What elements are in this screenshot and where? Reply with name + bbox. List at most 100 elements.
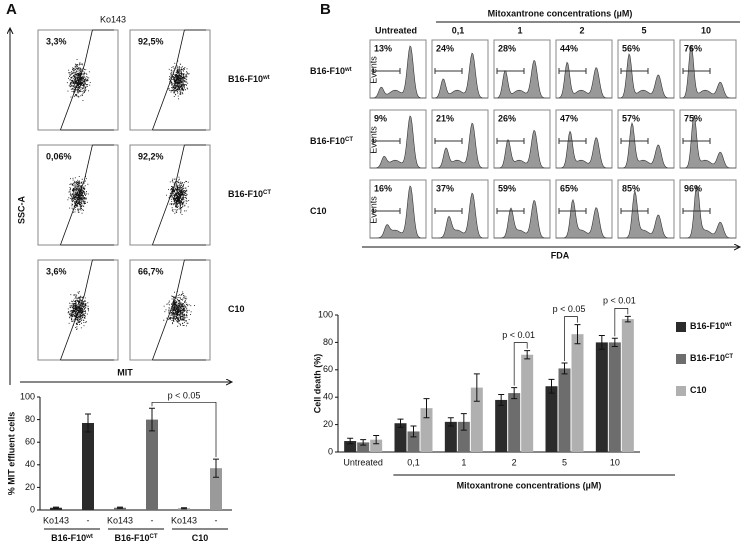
histogram	[370, 45, 426, 99]
bar	[444, 421, 457, 452]
histogram-gate	[620, 68, 649, 74]
error-bar	[373, 435, 380, 445]
significance-bracket	[614, 308, 629, 337]
inhibitor-label: Ko143	[100, 14, 126, 24]
y-tick-label: 80	[323, 337, 333, 347]
error-bar	[561, 362, 568, 375]
x-tick-label: 0,1	[407, 457, 420, 467]
column-label: 5	[641, 25, 646, 35]
legend-label-sup: wt	[724, 322, 732, 328]
error-bar	[117, 506, 123, 509]
legend-label: C10	[690, 385, 707, 395]
bar	[420, 408, 433, 452]
row-label-sup: wt	[344, 67, 352, 73]
legend-label: B16-F10wt	[690, 321, 732, 331]
x-tick-label: Ko143	[43, 515, 69, 525]
bar	[595, 342, 608, 452]
legend-label-text: C10	[690, 385, 707, 395]
x-tick-label: Ko143	[171, 515, 197, 525]
histogram	[618, 121, 674, 169]
group-label-text: B16-F10	[114, 533, 149, 543]
bar	[545, 386, 558, 452]
gate-percent: 16%	[374, 183, 392, 193]
column-label: 2	[579, 25, 584, 35]
panel-label: A	[6, 1, 17, 18]
column-label: 0,1	[452, 25, 465, 35]
error-bar	[548, 378, 555, 394]
histogram-gate	[434, 138, 463, 144]
gate-percent: 75%	[684, 113, 702, 123]
bar	[571, 334, 584, 452]
legend-label: B16-F10CT	[690, 353, 733, 363]
x-tick-label: -	[215, 515, 218, 525]
annotation: p < 0.05	[553, 304, 586, 314]
y-tick-label: 100	[318, 309, 333, 319]
group-label-sup: wt	[85, 534, 93, 540]
error-bar	[511, 387, 518, 400]
row-label-sup: CT	[263, 190, 271, 196]
y-tick-label: 60	[25, 437, 35, 447]
gate-percent: 76%	[684, 43, 702, 53]
error-bar	[524, 350, 531, 360]
histogram	[680, 185, 736, 239]
gate-percent: 13%	[374, 43, 392, 53]
x-axis-label: Mitoxantrone concentrations (µM)	[457, 480, 602, 490]
histogram	[680, 45, 736, 99]
gate-percent: 24%	[436, 43, 454, 53]
row-label-text: B16-F10	[310, 136, 345, 146]
x-tick-label: 1	[461, 457, 466, 467]
row-label-text: C10	[228, 304, 245, 314]
legend-label-text: B16-F10	[690, 353, 725, 363]
row-label: B16-F10CT	[228, 189, 271, 199]
histogram-gate	[496, 68, 525, 74]
x-tick-label: -	[87, 515, 90, 525]
x-tick-label: 5	[562, 457, 567, 467]
histogram	[618, 190, 674, 239]
x-tick-label: -	[151, 515, 154, 525]
histogram	[556, 198, 612, 239]
histogram	[370, 185, 426, 239]
y-tick-label: 20	[25, 482, 35, 492]
significance-bracket	[513, 342, 528, 386]
error-bar	[460, 413, 467, 431]
row-label: B16-F10wt	[228, 74, 270, 84]
histogram-gate	[620, 208, 649, 214]
row-label: B16-F10CT	[310, 136, 353, 146]
y-axis-label: % MIT effluent cells	[6, 412, 16, 496]
axis-label: FDA	[551, 250, 570, 260]
row-label-text: B16-F10	[310, 66, 345, 76]
histogram-gate	[372, 138, 401, 144]
bar	[82, 422, 94, 510]
gate	[152, 144, 206, 246]
histogram	[494, 129, 550, 169]
panel-label: B	[320, 1, 331, 18]
gate	[152, 259, 206, 361]
histogram-gate	[682, 208, 711, 214]
x-tick-label: 10	[610, 457, 620, 467]
gate-percent: 56%	[622, 43, 640, 53]
bar	[114, 507, 126, 510]
bar	[370, 439, 383, 452]
gate-percent: 66,7%	[138, 266, 164, 276]
dot-cloud	[166, 176, 190, 215]
histogram	[618, 53, 674, 99]
y-tick-label: 60	[323, 364, 333, 374]
y-tick-label: 80	[25, 414, 35, 424]
x-tick-label: Untreated	[343, 457, 383, 467]
error-bar	[611, 337, 618, 348]
histogram-gate	[434, 208, 463, 214]
error-bar	[624, 315, 631, 323]
gate-percent: 3,6%	[46, 266, 67, 276]
dot-cloud	[163, 291, 195, 327]
y-tick-label: 40	[323, 392, 333, 402]
bar	[146, 419, 158, 510]
y-tick-label: 20	[323, 419, 333, 429]
gate-percent: 57%	[622, 113, 640, 123]
y-tick-label: 0	[30, 504, 35, 514]
histogram	[680, 115, 736, 169]
histogram	[432, 192, 488, 239]
gate-percent: 44%	[560, 43, 578, 53]
error-bar	[360, 439, 367, 446]
error-bar	[447, 417, 454, 427]
